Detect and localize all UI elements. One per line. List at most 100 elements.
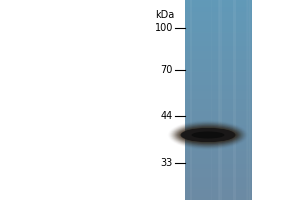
Bar [185, 145, 252, 147]
Bar [185, 105, 252, 107]
Bar [185, 96, 252, 98]
Bar [185, 41, 252, 43]
Bar [185, 157, 252, 158]
Bar [185, 37, 252, 38]
Bar [185, 65, 252, 67]
Bar [185, 123, 252, 125]
Bar [185, 158, 252, 160]
Bar [185, 150, 252, 152]
Bar [185, 127, 252, 128]
Bar [185, 74, 252, 76]
Bar [185, 194, 252, 196]
Bar [185, 78, 252, 80]
Bar [185, 87, 252, 88]
Bar [185, 19, 252, 21]
Bar [185, 79, 252, 80]
Bar [185, 23, 252, 25]
Bar [185, 70, 252, 72]
Bar [185, 156, 252, 158]
Bar [185, 177, 252, 179]
Bar [185, 182, 252, 184]
Bar [185, 10, 252, 12]
Bar [185, 109, 252, 110]
Bar [185, 33, 252, 35]
Bar [185, 125, 252, 127]
Bar [185, 184, 252, 186]
Bar [185, 142, 252, 144]
Bar [185, 17, 252, 19]
Bar [185, 113, 252, 115]
Ellipse shape [184, 129, 232, 141]
Bar [185, 27, 252, 28]
Bar [185, 23, 252, 24]
Bar [185, 157, 252, 159]
Ellipse shape [190, 131, 226, 139]
Bar [185, 168, 252, 170]
Bar [185, 63, 252, 65]
Bar [185, 90, 252, 92]
Bar [185, 69, 252, 70]
Ellipse shape [187, 130, 230, 140]
Bar [185, 171, 252, 173]
Bar [185, 100, 252, 102]
Bar [185, 179, 252, 180]
Bar [185, 13, 252, 15]
Bar [185, 44, 252, 46]
Bar [185, 108, 252, 110]
Bar [185, 17, 252, 18]
Bar [185, 185, 252, 186]
Bar [185, 45, 252, 47]
Bar [185, 50, 252, 52]
Bar [185, 175, 252, 177]
Bar [185, 53, 252, 55]
Bar [185, 0, 252, 2]
Bar [185, 7, 252, 8]
Ellipse shape [186, 130, 230, 140]
Bar [185, 21, 252, 22]
Bar [185, 197, 252, 199]
Bar [185, 30, 252, 32]
Text: kDa: kDa [155, 10, 174, 20]
Bar [185, 126, 252, 128]
Bar [185, 61, 252, 62]
Bar [185, 32, 252, 34]
Bar [185, 147, 252, 148]
Bar [185, 57, 252, 58]
Bar [185, 101, 252, 102]
Bar [185, 199, 252, 200]
Bar [185, 134, 252, 136]
Bar [185, 173, 252, 175]
Bar [185, 73, 252, 75]
Ellipse shape [190, 131, 226, 139]
Bar [185, 29, 252, 30]
Bar [185, 190, 252, 192]
Bar [185, 111, 252, 112]
Bar [185, 20, 252, 22]
Bar [185, 122, 252, 124]
Bar [185, 189, 252, 191]
Bar [185, 21, 252, 23]
Bar [185, 99, 252, 100]
Bar [185, 107, 252, 109]
Bar [185, 139, 252, 140]
Bar [185, 186, 252, 188]
Bar [185, 191, 252, 192]
Bar [185, 87, 252, 89]
Bar [185, 67, 252, 69]
Bar [185, 149, 252, 151]
Bar [185, 37, 252, 39]
Bar [185, 163, 252, 165]
Bar [185, 55, 252, 57]
Bar [185, 131, 252, 133]
Ellipse shape [185, 130, 231, 140]
Bar [185, 81, 252, 83]
Bar [185, 120, 252, 122]
Bar [185, 119, 252, 120]
Text: 33: 33 [161, 158, 173, 168]
Bar [185, 97, 252, 99]
Ellipse shape [172, 123, 244, 147]
Bar [185, 115, 252, 116]
Bar [185, 84, 252, 86]
Bar [185, 102, 252, 104]
Bar [185, 137, 252, 138]
